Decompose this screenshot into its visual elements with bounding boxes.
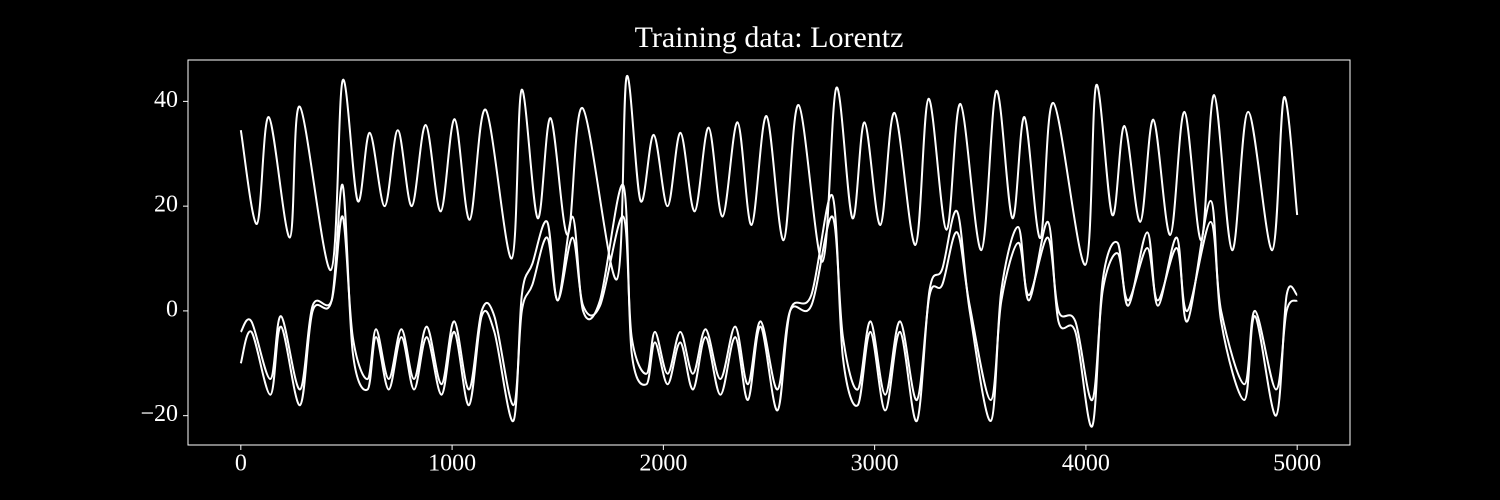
x-tick-label: 1000 [428, 451, 476, 477]
y-tick-label: 0 [166, 296, 178, 322]
plot-frame [187, 59, 1351, 446]
y-tick-label: 20 [154, 192, 178, 218]
series-line [239, 215, 1298, 407]
y-tick-label: 40 [154, 87, 178, 113]
x-tick-label: 2000 [639, 451, 687, 477]
chart-title: Training data: Lorentz [635, 21, 904, 54]
y-tick-label: −20 [140, 401, 178, 427]
x-tick-label: 3000 [851, 451, 899, 477]
series-line [239, 184, 1299, 428]
x-tick-label: 4000 [1062, 451, 1110, 477]
x-tick-label: 0 [235, 451, 247, 477]
series-line [239, 75, 1299, 281]
x-tick-label: 5000 [1273, 451, 1321, 477]
